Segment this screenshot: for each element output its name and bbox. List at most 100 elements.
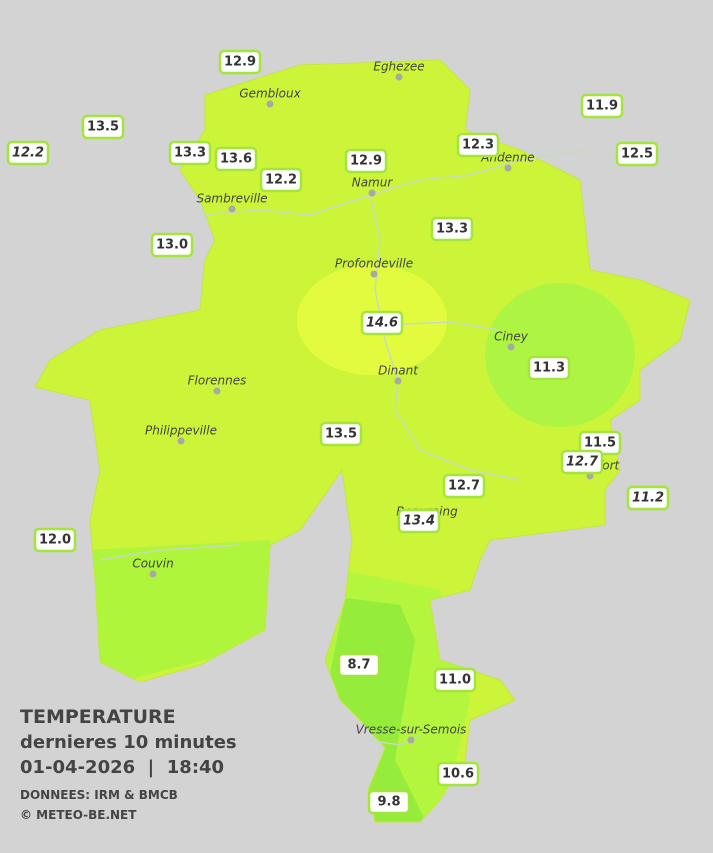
- city-label: Florennes: [188, 374, 247, 388]
- station: 13.3: [430, 216, 474, 242]
- station-box: [397, 508, 441, 534]
- station-value: 11.0: [439, 673, 471, 688]
- city-dot: [504, 164, 512, 172]
- city-label: Profondeville: [335, 257, 413, 271]
- station-box: [319, 421, 363, 447]
- station-box: [337, 652, 381, 678]
- station: 11.0: [433, 667, 477, 693]
- city-dot: [149, 570, 157, 578]
- station-value: 13.3: [174, 146, 206, 161]
- city-dot: [394, 377, 402, 385]
- station: 13.6: [214, 146, 258, 172]
- city-dot: [213, 387, 221, 395]
- station-value: 11.3: [533, 361, 565, 376]
- station: 11.9: [580, 93, 624, 119]
- station-box: [150, 232, 194, 258]
- station-box: [344, 148, 388, 174]
- station: 12.9: [344, 148, 388, 174]
- station-value: 13.3: [436, 222, 468, 237]
- station: 8.7: [337, 652, 381, 678]
- station-box: [259, 167, 303, 193]
- city-dot: [407, 736, 415, 744]
- station: 12.0: [33, 527, 77, 553]
- city-dot: [177, 437, 185, 445]
- station-box: [360, 310, 404, 336]
- station: 14.6: [360, 310, 404, 336]
- station: 10.6: [436, 761, 480, 787]
- station-value: 12.2: [265, 173, 297, 188]
- city-dot: [228, 205, 236, 213]
- legend-copyright: © METEO-BE.NET: [20, 808, 137, 822]
- station: 12.9: [218, 49, 262, 75]
- station-box: [433, 667, 477, 693]
- station-box: [442, 473, 486, 499]
- station-box: [214, 146, 258, 172]
- station-value: 12.9: [350, 154, 382, 169]
- station-box: [6, 140, 50, 166]
- station-box: [560, 449, 604, 475]
- station-value: 12.7: [448, 479, 480, 494]
- station-box: [456, 132, 500, 158]
- station: 12.2: [259, 167, 303, 193]
- city-label: Philippeville: [145, 424, 217, 438]
- station: 13.5: [81, 114, 125, 140]
- station: 13.5: [319, 421, 363, 447]
- station-box: [33, 527, 77, 553]
- city-label: Gembloux: [239, 87, 301, 101]
- station-box: [615, 141, 659, 167]
- station-box: [367, 789, 411, 815]
- station-value: 13.0: [156, 238, 188, 253]
- station-value: 10.6: [442, 767, 474, 782]
- station-value: 12.9: [224, 55, 256, 70]
- city-dot: [507, 343, 515, 351]
- station: 12.7: [560, 449, 604, 475]
- city-dot: [368, 189, 376, 197]
- station-value: 13.4: [403, 514, 435, 529]
- station: 13.3: [168, 140, 212, 166]
- station-box: [168, 140, 212, 166]
- station-box: [436, 761, 480, 787]
- station-value: 9.8: [377, 795, 400, 810]
- city-label: Ciney: [494, 330, 529, 344]
- station-box: [527, 355, 571, 381]
- station-value: 12.7: [566, 455, 599, 470]
- city-dot: [266, 100, 274, 108]
- station: 12.5: [615, 141, 659, 167]
- legend-title: TEMPERATURE: [20, 706, 176, 728]
- city-dot: [395, 73, 403, 81]
- station-value: 12.3: [462, 138, 494, 153]
- city-dot: [370, 270, 378, 278]
- station: 11.2: [626, 485, 670, 511]
- city-label: Dinant: [378, 364, 419, 378]
- station-value: 11.9: [586, 99, 618, 114]
- station-value: 11.2: [632, 491, 664, 506]
- city-label: Eghezee: [373, 60, 424, 74]
- city-label: Namur: [352, 176, 394, 190]
- city-label: Sambreville: [196, 192, 267, 206]
- station: 13.4: [397, 508, 441, 534]
- station-box: [580, 93, 624, 119]
- city-label: Vresse-sur-Semois: [356, 723, 467, 737]
- station: 13.0: [150, 232, 194, 258]
- station-box: [81, 114, 125, 140]
- station: 11.3: [527, 355, 571, 381]
- station: 12.3: [456, 132, 500, 158]
- station-value: 13.5: [325, 427, 357, 442]
- station: 12.2: [6, 140, 50, 166]
- legend-subtitle: dernieres 10 minutes: [20, 732, 237, 753]
- station: 12.7: [442, 473, 486, 499]
- city-label: Couvin: [132, 557, 173, 571]
- station-box: [430, 216, 474, 242]
- station-box: [218, 49, 262, 75]
- station-value: 11.5: [584, 436, 616, 451]
- station-box: [626, 485, 670, 511]
- station-value: 12.5: [621, 147, 653, 162]
- station: 9.8: [367, 789, 411, 815]
- station-value: 12.0: [39, 533, 71, 548]
- station-value: 8.7: [347, 658, 370, 673]
- station-value: 13.6: [220, 152, 252, 167]
- station-value: 12.2: [12, 146, 44, 161]
- legend-source: DONNEES: IRM & BMCB: [20, 788, 178, 802]
- legend-datetime: 01-04-2026 | 18:40: [20, 757, 224, 778]
